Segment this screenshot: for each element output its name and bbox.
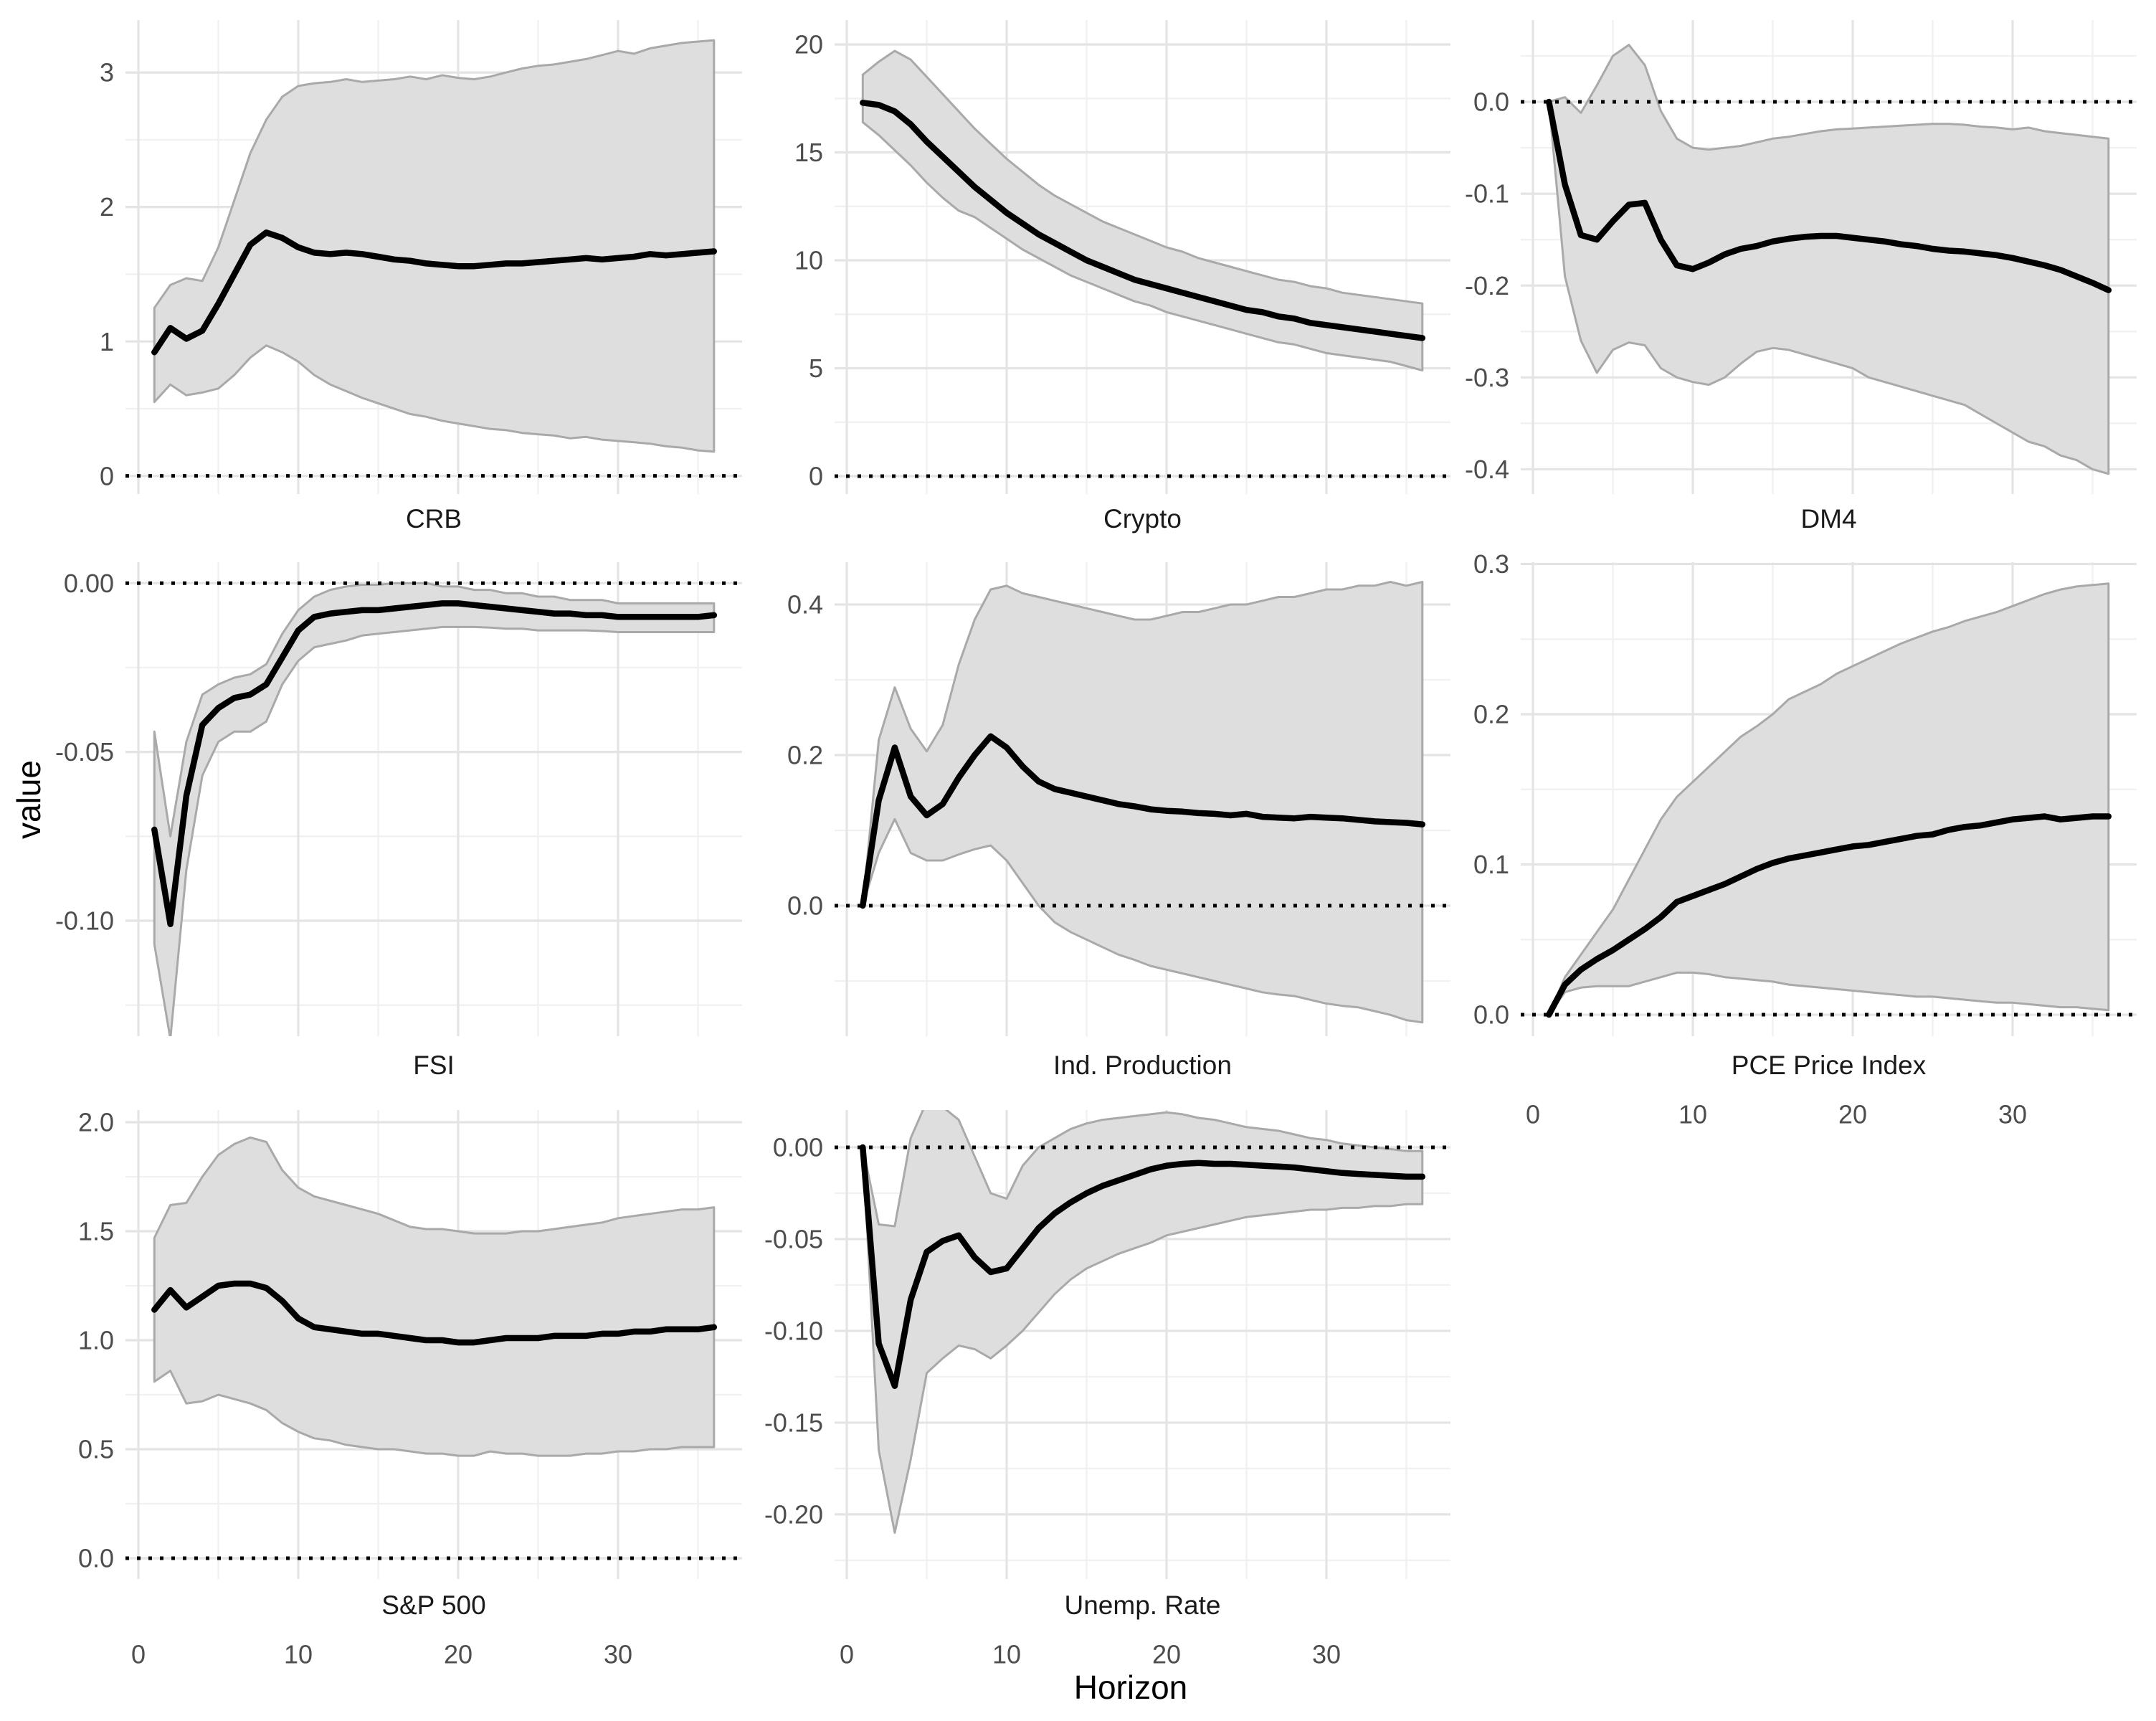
facet-strip-label: Crypto: [1103, 504, 1182, 534]
x-tick-label: 30: [604, 1640, 632, 1669]
y-tick-label: -0.4: [1465, 455, 1509, 484]
panel-dm4: 0.0 -0.1 -0.2 -0.3 -0.4 DM4: [1465, 20, 2137, 534]
facet-strip-label: DM4: [1800, 504, 1856, 534]
median-irf-line: [1546, 813, 2112, 1018]
y-tick-label: 0.0: [1473, 1000, 1509, 1030]
y-tick-label: 0.1: [1473, 850, 1509, 879]
facet-strip-label: CRB: [406, 504, 462, 534]
y-tick-label: -0.15: [764, 1408, 823, 1438]
y-tick-label: -0.10: [764, 1317, 823, 1346]
y-tick-label: -0.1: [1465, 179, 1509, 209]
x-tick-label: 30: [1998, 1100, 2027, 1129]
panels-layer: 0 1 2 3 CRB 0 5 10 15 20 Crypto 0.0 -0.1 -0.2 -0.3 -0.4…: [55, 20, 2137, 1669]
confidence-band: [153, 39, 716, 453]
x-axis-title: Horizon: [1074, 1669, 1188, 1706]
confidence-band: [861, 49, 1424, 371]
y-tick-label: -0.2: [1465, 271, 1509, 300]
y-tick-label: 2.0: [78, 1108, 114, 1137]
confidence-band: [153, 1136, 716, 1457]
x-tick-label: 10: [284, 1640, 313, 1669]
y-tick-label: 2: [100, 192, 114, 222]
y-tick-label: 10: [794, 246, 823, 275]
y-tick-label: 1.5: [78, 1217, 114, 1246]
y-tick-label: -0.05: [55, 737, 114, 767]
x-tick-label: 10: [1678, 1100, 1707, 1129]
x-tick-label: 20: [1838, 1100, 1867, 1129]
facet-strip-label: FSI: [413, 1051, 455, 1080]
median-irf-line: [860, 733, 1426, 909]
x-tick-label: 0: [840, 1640, 854, 1669]
panel-pce-price-index: 0.0 0.1 0.2 0.3 PCE Price Index 0 10 20 30: [1473, 549, 2137, 1129]
y-tick-label: 0: [809, 462, 823, 491]
median-irf-line: [860, 100, 1426, 341]
confidence-band: [861, 581, 1424, 1024]
y-tick-label: 0.0: [787, 891, 823, 921]
y-tick-label: 0.00: [64, 569, 114, 598]
y-tick-label: -0.20: [764, 1499, 823, 1529]
y-tick-label: 0.0: [1473, 87, 1509, 117]
facet-strip-label: PCE Price Index: [1732, 1051, 1927, 1080]
y-tick-label: 0.0: [78, 1544, 114, 1573]
median-irf-line: [151, 1280, 718, 1346]
y-tick-label: 1: [100, 327, 114, 356]
y-tick-label: 0: [100, 461, 114, 490]
y-tick-label: 0.3: [1473, 549, 1509, 579]
y-tick-label: -0.10: [55, 906, 114, 936]
x-tick-label: 20: [444, 1640, 472, 1669]
facet-strip-label: Unemp. Rate: [1065, 1590, 1221, 1620]
panel-crb: 0 1 2 3 CRB: [100, 20, 742, 534]
x-tick-label: 10: [992, 1640, 1021, 1669]
y-tick-label: 3: [100, 58, 114, 87]
y-tick-label: 20: [794, 30, 823, 60]
panel-fsi: 0.00 -0.05 -0.10 FSI: [55, 562, 742, 1080]
x-tick-label: 30: [1312, 1640, 1341, 1669]
y-tick-label: 15: [794, 138, 823, 167]
panel-ind-production: 0.0 0.2 0.4 Ind. Production: [787, 562, 1450, 1080]
x-tick-label: 0: [131, 1640, 146, 1669]
facet-strip-label: Ind. Production: [1053, 1051, 1232, 1080]
y-axis-title: value: [10, 760, 47, 839]
y-tick-label: 1.0: [78, 1326, 114, 1355]
y-tick-label: 0.4: [787, 590, 823, 620]
y-tick-label: 0.2: [787, 741, 823, 770]
confidence-band: [153, 582, 716, 1036]
panel-unemp-rate: 0.00 -0.05 -0.10 -0.15 -0.20 Unemp. Rate 0 10 20…: [764, 1110, 1450, 1669]
y-tick-label: 0.2: [1473, 700, 1509, 729]
panel-s-p-500: 0.0 0.5 1.0 1.5 2.0 S&P 500 0 10 20 30: [78, 1108, 742, 1669]
x-tick-label: 0: [1526, 1100, 1540, 1129]
panel-crypto: 0 5 10 15 20 Crypto: [794, 20, 1450, 534]
median-irf-line: [860, 1144, 1426, 1389]
facet-strip-label: S&P 500: [381, 1590, 485, 1620]
y-tick-label: -0.3: [1465, 363, 1509, 392]
y-tick-label: 0.5: [78, 1435, 114, 1464]
y-tick-label: -0.05: [764, 1225, 823, 1254]
confidence-band: [1547, 44, 2110, 475]
median-irf-line: [151, 229, 718, 356]
y-tick-label: 0.00: [773, 1133, 823, 1162]
x-tick-label: 20: [1152, 1640, 1181, 1669]
median-irf-line: [1546, 98, 2112, 293]
median-irf-line: [151, 600, 718, 927]
confidence-band: [1547, 582, 2110, 1016]
y-tick-label: 5: [809, 354, 823, 383]
